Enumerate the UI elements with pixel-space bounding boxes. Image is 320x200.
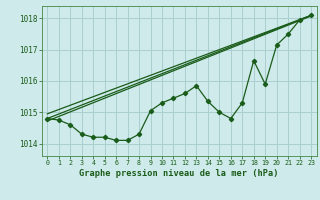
X-axis label: Graphe pression niveau de la mer (hPa): Graphe pression niveau de la mer (hPa) (79, 169, 279, 178)
